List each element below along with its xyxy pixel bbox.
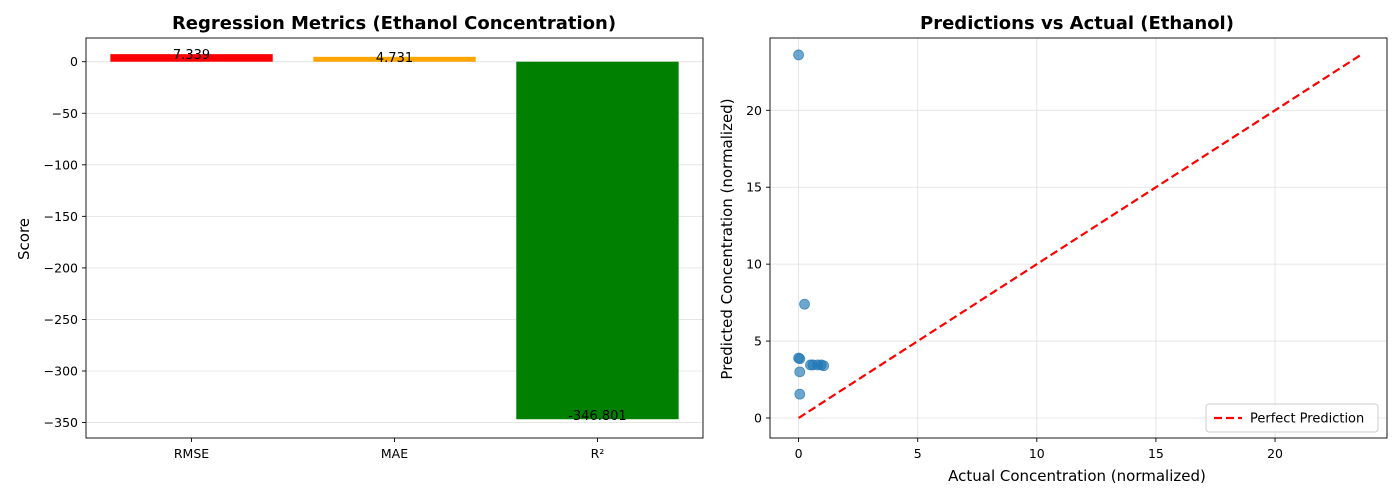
scatter-chart-x-tick-label: 20 — [1267, 446, 1283, 461]
scatter-point — [794, 366, 806, 378]
scatter-chart-y-axis-label: Predicted Concentration (normalized) — [718, 98, 736, 379]
bar-chart-bars — [110, 54, 679, 420]
bar-rmse — [110, 54, 273, 62]
bar-chart-y-tick-label: −150 — [44, 209, 78, 224]
scatter-chart: Predictions vs Actual (Ethanol) Actual C… — [718, 13, 1388, 485]
bar-chart-y-tick-label: −250 — [44, 312, 78, 327]
bar-chart-x-tick-label: R² — [591, 446, 605, 461]
scatter-chart-axes: 0 5 10 15 20 0 5 10 15 20 — [746, 37, 1388, 461]
bar-data-label: -346.801 — [568, 409, 626, 424]
bar-chart-axes: 0 −50 −100 −150 −200 −250 −300 −350 RMSE MAE R² — [44, 37, 704, 461]
bar-chart-frame — [85, 37, 704, 439]
legend-box — [1205, 403, 1379, 433]
scatter-point — [799, 298, 810, 310]
bar-chart-y-tick-label: −350 — [44, 415, 78, 430]
bar-data-label: 7.339 — [173, 48, 210, 63]
scatter-chart-y-tick-label: 20 — [746, 103, 762, 118]
bar-chart-x-tick-label: MAE — [381, 446, 408, 461]
bar-chart: Regression Metrics (Ethanol Concentratio… — [15, 13, 704, 461]
scatter-chart-title: Predictions vs Actual (Ethanol) — [920, 13, 1234, 34]
bar-chart-y-axis-label: Score — [15, 218, 33, 260]
scatter-chart-legend: Perfect Prediction — [1205, 403, 1379, 433]
scatter-point — [818, 360, 830, 372]
scatter-chart-y-tick-label: 5 — [754, 334, 762, 349]
bar-chart-gridlines — [86, 61, 703, 423]
scatter-chart-x-tick-label: 10 — [1029, 446, 1045, 461]
scatter-chart-points — [793, 49, 830, 400]
bar-data-label: 4.731 — [376, 51, 413, 66]
scatter-chart-y-tick-label: 15 — [746, 180, 762, 195]
scatter-chart-gridlines — [770, 38, 1387, 438]
scatter-chart-x-tick-label: 15 — [1148, 446, 1164, 461]
legend-label: Perfect Prediction — [1250, 412, 1364, 427]
scatter-chart-y-tick-label: 10 — [746, 257, 762, 272]
bar-chart-y-tick-label: −300 — [44, 363, 78, 378]
bar-chart-x-tick-label: RMSE — [174, 446, 209, 461]
bar-chart-y-tick-label: −100 — [44, 157, 78, 172]
bar-chart-data-labels: 7.339 4.731 -346.801 — [173, 48, 627, 424]
scatter-point — [794, 388, 806, 400]
perfect-prediction-line — [797, 53, 1362, 419]
scatter-point — [794, 353, 806, 365]
scatter-chart-frame — [769, 37, 1388, 439]
bar-chart-y-tick-label: 0 — [70, 54, 78, 69]
scatter-chart-y-tick-label: 0 — [754, 411, 762, 426]
bar-chart-title: Regression Metrics (Ethanol Concentratio… — [172, 13, 616, 34]
bar-mae — [313, 56, 476, 62]
scatter-chart-reference-line — [797, 53, 1362, 419]
scatter-chart-x-tick-label: 0 — [795, 446, 803, 461]
scatter-chart-x-axis-label: Actual Concentration (normalized) — [948, 467, 1206, 485]
bar-r — [516, 61, 679, 420]
scatter-point — [793, 49, 804, 61]
scatter-chart-x-tick-label: 5 — [914, 446, 922, 461]
bar-chart-y-tick-label: −50 — [52, 106, 78, 121]
bar-chart-y-tick-label: −200 — [44, 260, 78, 275]
